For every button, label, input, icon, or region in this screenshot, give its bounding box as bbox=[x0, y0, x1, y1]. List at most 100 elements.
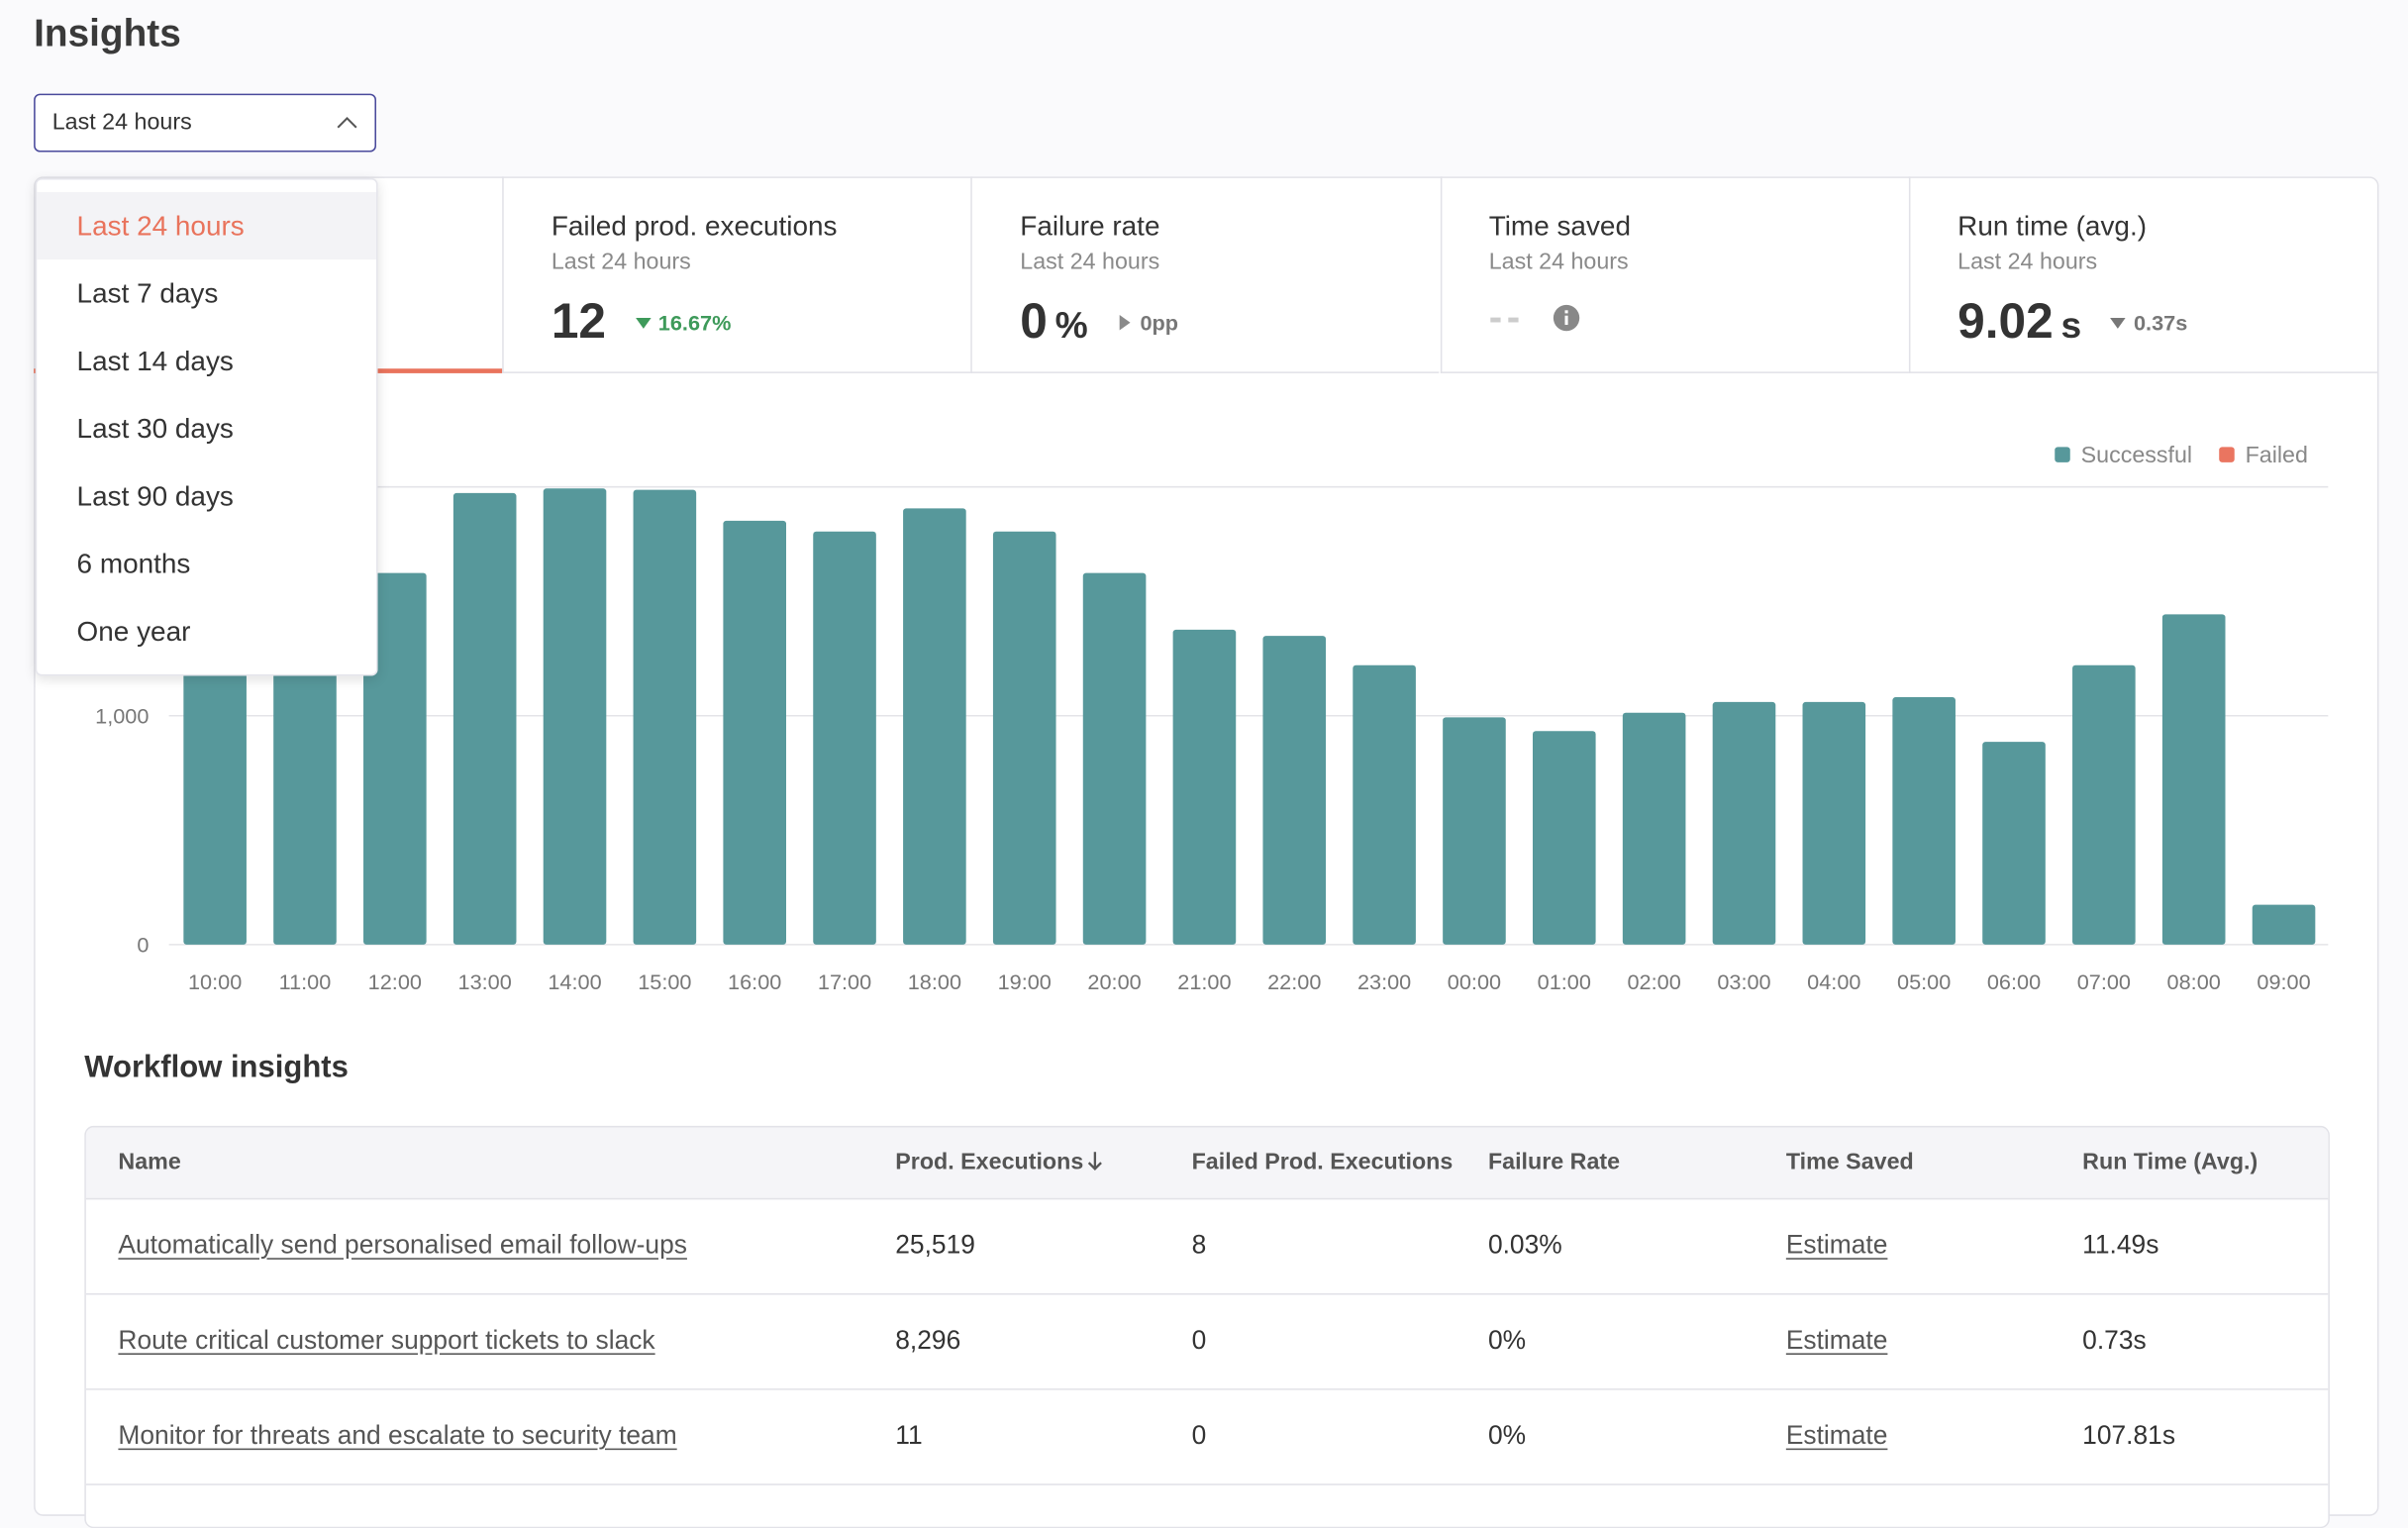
insights-page: Insights Last 24 hours Failed prod. exec… bbox=[34, 12, 2379, 1528]
metric-value-row: -- bbox=[1489, 293, 1580, 341]
x-tick-label: 15:00 bbox=[638, 969, 691, 994]
metric-value: -- bbox=[1488, 293, 1525, 340]
x-tick-label: 03:00 bbox=[1717, 969, 1770, 994]
metric-card[interactable]: Failed prod. executions Last 24 hours 12 16… bbox=[502, 176, 971, 373]
cell: 11 bbox=[895, 1420, 923, 1451]
x-tick-label: 13:00 bbox=[458, 969, 512, 994]
bar bbox=[543, 488, 607, 945]
x-tick-label: 06:00 bbox=[1987, 969, 2041, 994]
menu-option[interactable]: Last 7 days bbox=[76, 277, 219, 309]
chevron-up bbox=[337, 117, 357, 129]
section-title: Workflow insights bbox=[84, 1050, 349, 1085]
cell: 0 bbox=[1191, 1420, 1207, 1451]
page-title: Insights bbox=[34, 12, 181, 55]
x-tick-label: 05:00 bbox=[1897, 969, 1951, 994]
bar bbox=[633, 489, 697, 945]
bar bbox=[2072, 664, 2136, 945]
info-icon bbox=[1553, 304, 1579, 331]
metric-change: 0.37s bbox=[2109, 310, 2187, 334]
x-tick-label: 21:00 bbox=[1177, 969, 1231, 994]
bar bbox=[1802, 701, 1866, 945]
cell-link[interactable]: Estimate bbox=[1785, 1420, 1888, 1451]
bar bbox=[2161, 614, 2226, 945]
x-tick-label: 00:00 bbox=[1448, 969, 1501, 994]
cell: 0% bbox=[1487, 1420, 1527, 1451]
metric-value: 12 bbox=[551, 293, 607, 350]
x-tick-label: 12:00 bbox=[368, 969, 422, 994]
legend-label: Successful bbox=[2081, 442, 2192, 467]
metric-value-row: 9.02 s 0.37s bbox=[1957, 293, 2187, 350]
x-tick-label: 10:00 bbox=[188, 969, 242, 994]
x-tick-label: 17:00 bbox=[818, 969, 871, 994]
date-range-select[interactable]: Last 24 hours bbox=[34, 93, 376, 153]
column-header[interactable]: Failed Prod. Executions bbox=[1191, 1149, 1454, 1175]
cell-link[interactable]: Route critical customer support tickets … bbox=[118, 1325, 655, 1355]
bar bbox=[813, 531, 876, 945]
column-header[interactable]: Time Saved bbox=[1785, 1149, 1914, 1175]
column-header[interactable]: Run Time (Avg.) bbox=[2082, 1149, 2258, 1175]
bar bbox=[1172, 629, 1237, 945]
bar bbox=[1443, 717, 1506, 945]
x-tick-label: 18:00 bbox=[908, 969, 961, 994]
x-tick-label: 02:00 bbox=[1627, 969, 1680, 994]
menu-option[interactable]: Last 24 hours bbox=[37, 191, 376, 260]
metric-change: 16.67% bbox=[634, 310, 731, 334]
bar bbox=[1712, 701, 1776, 945]
page: Insights Last 24 hours Failed prod. exec… bbox=[34, 12, 2379, 1528]
metric-title: Time saved bbox=[1488, 210, 1631, 242]
y-tick-label: 1,000 bbox=[95, 704, 149, 729]
bar bbox=[1262, 636, 1327, 945]
bar-chart: 0 1,000 10:00 11:00 12:00 13:00 14:00 15:00 16:0… bbox=[95, 442, 2329, 994]
x-tick-label: 09:00 bbox=[2257, 969, 2310, 994]
trend-icon bbox=[635, 317, 652, 329]
x-tick-label: 19:00 bbox=[998, 969, 1052, 994]
bar bbox=[452, 492, 517, 945]
cell: 25,519 bbox=[895, 1230, 975, 1260]
metric-card[interactable]: Time saved Last 24 hours -- bbox=[1440, 176, 1909, 373]
bar bbox=[1532, 731, 1596, 945]
metric-value: 0% bbox=[1020, 293, 1088, 350]
metric-value-row: 0% 0pp bbox=[1020, 293, 1178, 350]
x-tick-label: 16:00 bbox=[728, 969, 781, 994]
x-tick-label: 23:00 bbox=[1357, 969, 1411, 994]
menu-option[interactable]: Last 30 days bbox=[76, 413, 234, 445]
metric-title: Failure rate bbox=[1020, 210, 1160, 242]
legend-swatch bbox=[2219, 447, 2235, 462]
menu-option[interactable]: Last 14 days bbox=[76, 345, 234, 376]
legend-label: Failed bbox=[2246, 442, 2308, 467]
table-row: Route critical customer support tickets … bbox=[85, 1293, 2329, 1390]
x-tick-label: 20:00 bbox=[1087, 969, 1141, 994]
bar bbox=[992, 531, 1056, 945]
x-tick-label: 08:00 bbox=[2167, 969, 2221, 994]
metric-card[interactable]: Failure rate Last 24 hours 0% 0pp bbox=[970, 176, 1440, 373]
legend-swatch bbox=[2055, 447, 2070, 462]
metric-value: 9.02 s bbox=[1957, 293, 2082, 350]
menu-option[interactable]: Last 90 days bbox=[76, 480, 234, 512]
cell-link[interactable]: Monitor for threats and escalate to secu… bbox=[118, 1420, 677, 1451]
column-header[interactable]: Failure Rate bbox=[1487, 1149, 1621, 1175]
cell: 0.73s bbox=[2082, 1325, 2147, 1355]
menu-option[interactable]: 6 months bbox=[76, 548, 191, 579]
cell-link[interactable]: Estimate bbox=[1785, 1325, 1888, 1355]
cell: 0% bbox=[1487, 1325, 1527, 1355]
bar bbox=[2252, 904, 2316, 945]
column-header[interactable]: Name bbox=[118, 1149, 181, 1175]
cell: 11.49s bbox=[2082, 1230, 2159, 1260]
metric-period: Last 24 hours bbox=[1020, 249, 1160, 275]
bar bbox=[1353, 664, 1416, 945]
bar bbox=[903, 508, 966, 945]
metric-change-value: 0pp bbox=[1140, 309, 1179, 335]
cell: 107.81s bbox=[2082, 1420, 2176, 1451]
table-row: Monitor for threats and escalate to secu… bbox=[85, 1388, 2329, 1485]
x-tick-label: 07:00 bbox=[2077, 969, 2131, 994]
column-header[interactable]: Prod. Executions bbox=[895, 1127, 1103, 1197]
x-tick-label: 22:00 bbox=[1267, 969, 1321, 994]
menu-option[interactable]: One year bbox=[76, 615, 191, 647]
sort-arrow-path bbox=[1087, 1152, 1102, 1171]
cell-link[interactable]: Automatically send personalised email fo… bbox=[118, 1230, 687, 1260]
cell-link[interactable]: Estimate bbox=[1785, 1230, 1888, 1260]
metric-card[interactable]: Run time (avg.) Last 24 hours 9.02 s 0.37s bbox=[1908, 176, 2377, 373]
table-header: Name Prod. Executions Failed Prod. Executi… bbox=[85, 1127, 2329, 1200]
cell: 8,296 bbox=[895, 1325, 961, 1355]
date-range-menu: Last 24 hours Last 7 days Last 14 days Last… bbox=[35, 177, 378, 676]
